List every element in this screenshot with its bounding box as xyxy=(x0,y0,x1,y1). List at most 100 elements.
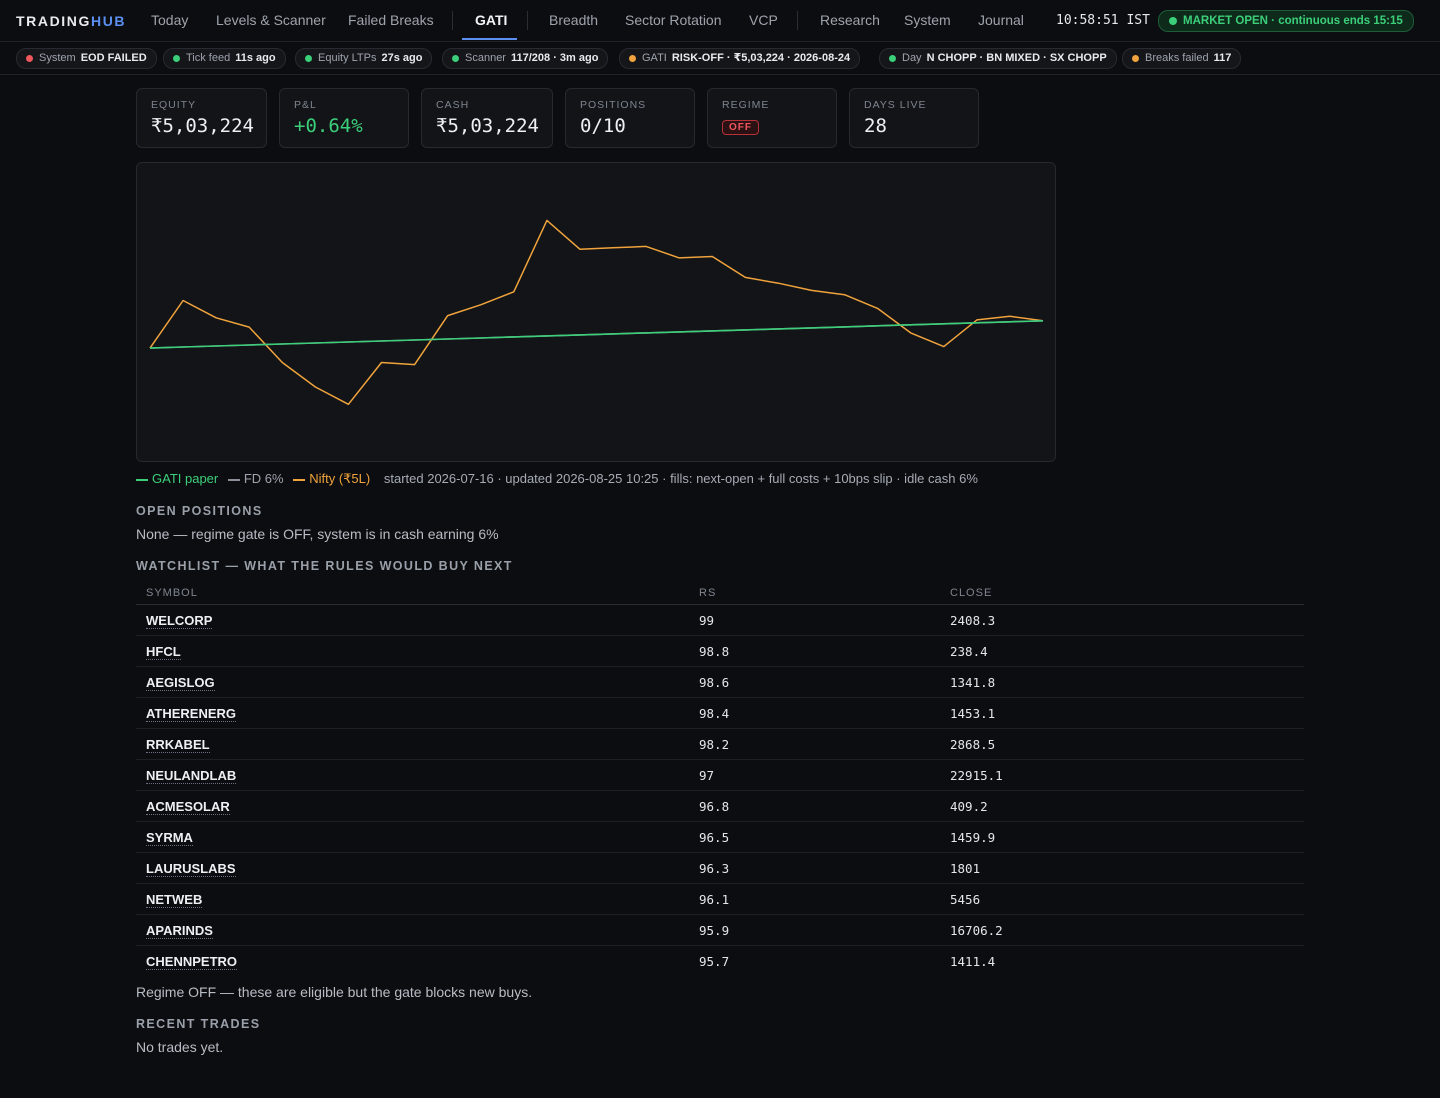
symbol-link[interactable]: CHENNPETRO xyxy=(146,953,238,970)
table-row[interactable]: NETWEB 96.1 5456 xyxy=(136,883,1304,915)
close-value: 2408.3 xyxy=(950,612,996,628)
rs-value-cell: 96.5 xyxy=(689,821,940,853)
nav-gati[interactable]: GATI xyxy=(475,12,508,28)
table-row[interactable]: SYRMA 96.5 1459.9 xyxy=(136,821,1304,853)
symbol-link[interactable]: ACMESOLAR xyxy=(146,798,230,815)
rs-value-cell: 99 xyxy=(689,604,940,636)
legend-label: Nifty (₹5L) xyxy=(309,471,371,486)
close-value: 238.4 xyxy=(950,643,988,659)
brand-text-accent: HUB xyxy=(90,13,127,29)
status-pill-scanner[interactable]: Scanner 117/208 · 3m ago xyxy=(442,48,609,69)
card-label: P&L xyxy=(294,99,317,111)
close-value: 1459.9 xyxy=(950,829,996,845)
rs-value: 99 xyxy=(699,612,715,628)
nav-sector-rotation[interactable]: Sector Rotation xyxy=(625,12,722,28)
recent-trades-text: No trades yet. xyxy=(136,1039,224,1055)
table-row[interactable]: ACMESOLAR 96.8 409.2 xyxy=(136,790,1304,822)
legend-fd: FD 6% xyxy=(227,471,284,486)
nav-breadth[interactable]: Breadth xyxy=(549,12,599,28)
nav-research[interactable]: Research xyxy=(820,12,880,28)
symbol-link-cell: ATHERENERG xyxy=(136,697,689,729)
watchlist-note: Regime OFF — these are eligible but the … xyxy=(136,984,533,1000)
symbol-link[interactable]: LAURUSLABS xyxy=(146,860,236,877)
table-row[interactable]: HFCL 98.8 238.4 xyxy=(136,635,1304,667)
positions-value: 0/10 xyxy=(580,115,626,137)
table-row[interactable]: LAURUSLABS 96.3 1801 xyxy=(136,852,1304,884)
close-value: 16706.2 xyxy=(950,922,1003,938)
status-pill-equity-ltps[interactable]: Equity LTPs 27s ago xyxy=(295,48,433,69)
symbol-link-cell: LAURUSLABS xyxy=(136,852,689,884)
symbol-link-cell: APARINDS xyxy=(136,914,689,946)
pill-label: Scanner xyxy=(465,52,506,64)
legend-swatch xyxy=(227,478,240,481)
status-dot xyxy=(889,55,896,62)
table-row[interactable]: WELCORP 99 2408.3 xyxy=(136,604,1304,636)
nav-system[interactable]: System xyxy=(904,12,951,28)
status-dot xyxy=(26,55,33,62)
symbol-link[interactable]: RRKABEL xyxy=(146,736,210,753)
close-value-cell: 2868.5 xyxy=(940,728,1304,760)
header-rs[interactable]: RS xyxy=(689,582,940,605)
legend-nifty: Nifty (₹5L) xyxy=(293,471,370,487)
table-row[interactable]: CHENNPETRO 95.7 1411.4 xyxy=(136,946,1304,977)
status-dot xyxy=(1132,55,1139,62)
market-status-badge: MARKET OPEN · continuous ends 15:15 xyxy=(1158,10,1414,32)
nav-vcp[interactable]: VCP xyxy=(749,12,778,28)
symbol-link[interactable]: SYRMA xyxy=(146,829,193,846)
close-value-cell: 1411.4 xyxy=(940,946,1304,977)
close-value-cell: 409.2 xyxy=(940,790,1304,822)
status-pill-day[interactable]: Day N CHOPP · BN MIXED · SX CHOPP xyxy=(879,48,1117,69)
header-close[interactable]: CLOSE xyxy=(940,582,1304,605)
days-live-value: 28 xyxy=(864,115,887,137)
rs-value-cell: 95.9 xyxy=(689,914,940,946)
cash-value: ₹5,03,224 xyxy=(436,115,539,137)
symbol-link-cell: AEGISLOG xyxy=(136,666,689,698)
status-pill-gati[interactable]: GATI RISK-OFF · ₹5,03,224 · 2026-08-24 xyxy=(619,48,861,69)
status-pill-breaks-failed[interactable]: Breaks failed 117 xyxy=(1122,48,1242,69)
table-row[interactable]: NEULANDLAB 97 22915.1 xyxy=(136,759,1304,791)
table-row[interactable]: AEGISLOG 98.6 1341.8 xyxy=(136,666,1304,698)
legend-swatch xyxy=(136,478,148,481)
brand-logo[interactable]: TRADINGHUB xyxy=(16,13,126,29)
symbol-link[interactable]: NEULANDLAB xyxy=(146,767,237,784)
cash-card: CASH ₹5,03,224 xyxy=(421,88,553,148)
legend-gati-paper: GATI paper xyxy=(136,471,218,486)
nav-today[interactable]: Today xyxy=(151,12,189,28)
rs-value: 95.7 xyxy=(699,953,730,969)
table-row[interactable]: APARINDS 95.9 16706.2 xyxy=(136,914,1304,946)
equity-card: EQUITY ₹5,03,224 xyxy=(136,88,267,148)
symbol-link[interactable]: NETWEB xyxy=(146,891,203,908)
positions-card: POSITIONS 0/10 xyxy=(565,88,695,148)
close-value: 409.2 xyxy=(950,798,988,814)
chart-meta: started 2026-07-16 · updated 2026-08-25 … xyxy=(383,471,978,486)
table-row[interactable]: ATHERENERG 98.4 1453.1 xyxy=(136,697,1304,729)
symbol-link[interactable]: APARINDS xyxy=(146,922,213,939)
nav-levels-scanner[interactable]: Levels & Scanner xyxy=(216,12,326,28)
rs-value: 96.8 xyxy=(699,798,730,814)
rs-value: 98.4 xyxy=(699,705,730,721)
nav-journal[interactable]: Journal xyxy=(978,12,1024,28)
rs-value-cell: 98.8 xyxy=(689,635,940,667)
header-symbol[interactable]: SYMBOL xyxy=(136,582,689,605)
close-value-cell: 2408.3 xyxy=(940,604,1304,636)
card-label: REGIME xyxy=(722,99,770,111)
symbol-link[interactable]: WELCORP xyxy=(146,612,213,629)
status-pill-system[interactable]: System EOD FAILED xyxy=(16,48,157,69)
card-label: CASH xyxy=(436,99,470,111)
nav-divider xyxy=(797,11,798,30)
watchlist-table: SYMBOL RS CLOSE WELCORP 99 2408.3 HFCL 98.8 2… xyxy=(136,582,1304,976)
table-row[interactable]: RRKABEL 98.2 2868.5 xyxy=(136,728,1304,760)
close-value: 1453.1 xyxy=(950,705,996,721)
rs-value: 98.8 xyxy=(699,643,730,659)
nav-failed-breaks[interactable]: Failed Breaks xyxy=(348,12,434,28)
symbol-link[interactable]: HFCL xyxy=(146,643,181,660)
pill-value: RISK-OFF · ₹5,03,224 · 2026-08-24 xyxy=(671,52,851,64)
pill-value: 117/208 · 3m ago xyxy=(510,52,599,64)
legend-label: FD 6% xyxy=(243,471,284,486)
close-value: 1341.8 xyxy=(950,674,996,690)
symbol-link[interactable]: AEGISLOG xyxy=(146,674,215,691)
close-value-cell: 16706.2 xyxy=(940,914,1304,946)
symbol-link[interactable]: ATHERENERG xyxy=(146,705,237,722)
pill-label: Day xyxy=(902,52,922,64)
status-pill-tick-feed[interactable]: Tick feed 11s ago xyxy=(163,48,286,69)
